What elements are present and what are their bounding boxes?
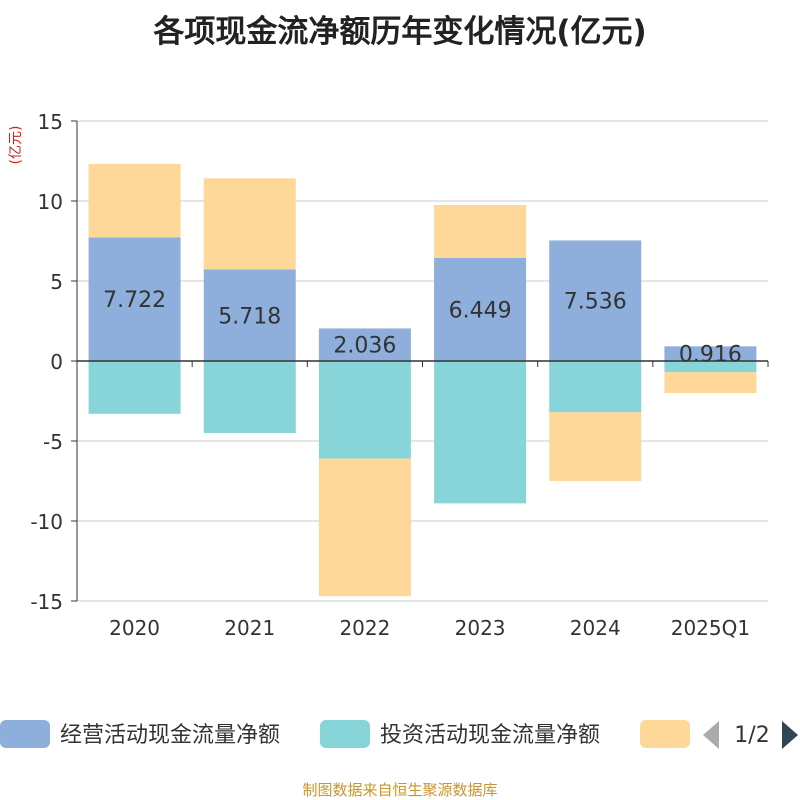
data-label: 0.916 <box>679 343 742 368</box>
legend-label-2[interactable]: 投资活动现金流量净额 <box>380 723 600 748</box>
bar-2024-series-2[interactable] <box>549 361 642 413</box>
y-tick-label: -5 <box>43 430 63 454</box>
legend-swatch-3[interactable] <box>640 720 690 748</box>
bar-2025Q1-series-2[interactable] <box>664 361 757 373</box>
bar-2024-series-3[interactable] <box>549 412 642 481</box>
bar-2022-series-1[interactable] <box>318 328 411 361</box>
y-tick-label: 5 <box>50 270 63 294</box>
bar-2020-series-1[interactable] <box>88 237 181 361</box>
y-tick-label: 10 <box>38 190 63 214</box>
bar-2021-series-2[interactable] <box>203 361 296 433</box>
grid-lines <box>77 120 768 602</box>
x-tick-label: 2023 <box>455 616 506 640</box>
y-tick-label: 15 <box>38 110 63 134</box>
chart-title: 各项现金流净额历年变化情况(亿元) <box>153 14 647 50</box>
legend-next-icon[interactable] <box>782 721 798 749</box>
y-tick-label: -10 <box>30 510 63 534</box>
legend[interactable]: 经营活动现金流量净额 投资活动现金流量净额 1/2 <box>0 720 798 749</box>
data-labels: 7.722 5.718 2.036 6.449 7.536 0.916 <box>103 288 742 367</box>
legend-swatch-1[interactable] <box>0 720 50 748</box>
axes: 15 10 5 0 -5 -10 -15 2020 2021 2022 2023 2024 2025Q1 <box>30 110 769 640</box>
bar-2024-series-1[interactable] <box>549 240 642 361</box>
bar-2020-series-2[interactable] <box>88 361 181 414</box>
data-label: 7.722 <box>103 288 166 313</box>
x-tick-label: 2024 <box>570 616 621 640</box>
data-label: 6.449 <box>449 298 512 323</box>
bar-2020-series-3[interactable] <box>88 163 181 238</box>
bars <box>88 163 757 597</box>
x-tick-label: 2021 <box>224 616 275 640</box>
bar-2022-series-2[interactable] <box>318 361 411 459</box>
bar-2021-series-3[interactable] <box>203 178 296 270</box>
legend-prev-icon[interactable] <box>703 721 719 749</box>
bar-2021-series-1[interactable] <box>203 269 296 361</box>
data-label: 7.536 <box>564 290 627 315</box>
bar-2025Q1-series-1[interactable] <box>664 346 757 361</box>
x-tick-label: 2022 <box>339 616 390 640</box>
data-label: 2.036 <box>333 334 396 359</box>
legend-page-indicator: 1/2 <box>734 723 769 748</box>
legend-swatch-2[interactable] <box>320 720 370 748</box>
y-axis-label: (亿元) <box>8 126 24 165</box>
source-note: 制图数据来自恒生聚源数据库 <box>302 781 498 799</box>
x-tick-label: 2025Q1 <box>671 616 750 640</box>
data-label: 5.718 <box>218 304 281 329</box>
bar-2023-series-3[interactable] <box>434 205 527 258</box>
x-tick-label: 2020 <box>109 616 160 640</box>
bar-2022-series-3[interactable] <box>318 458 411 597</box>
bar-2023-series-1[interactable] <box>434 257 527 361</box>
bar-2023-series-2[interactable] <box>434 361 527 504</box>
y-tick-label: 0 <box>50 350 63 374</box>
y-tick-label: -15 <box>30 590 63 614</box>
legend-label-1[interactable]: 经营活动现金流量净额 <box>60 723 280 748</box>
bar-2025Q1-series-3[interactable] <box>664 372 757 393</box>
